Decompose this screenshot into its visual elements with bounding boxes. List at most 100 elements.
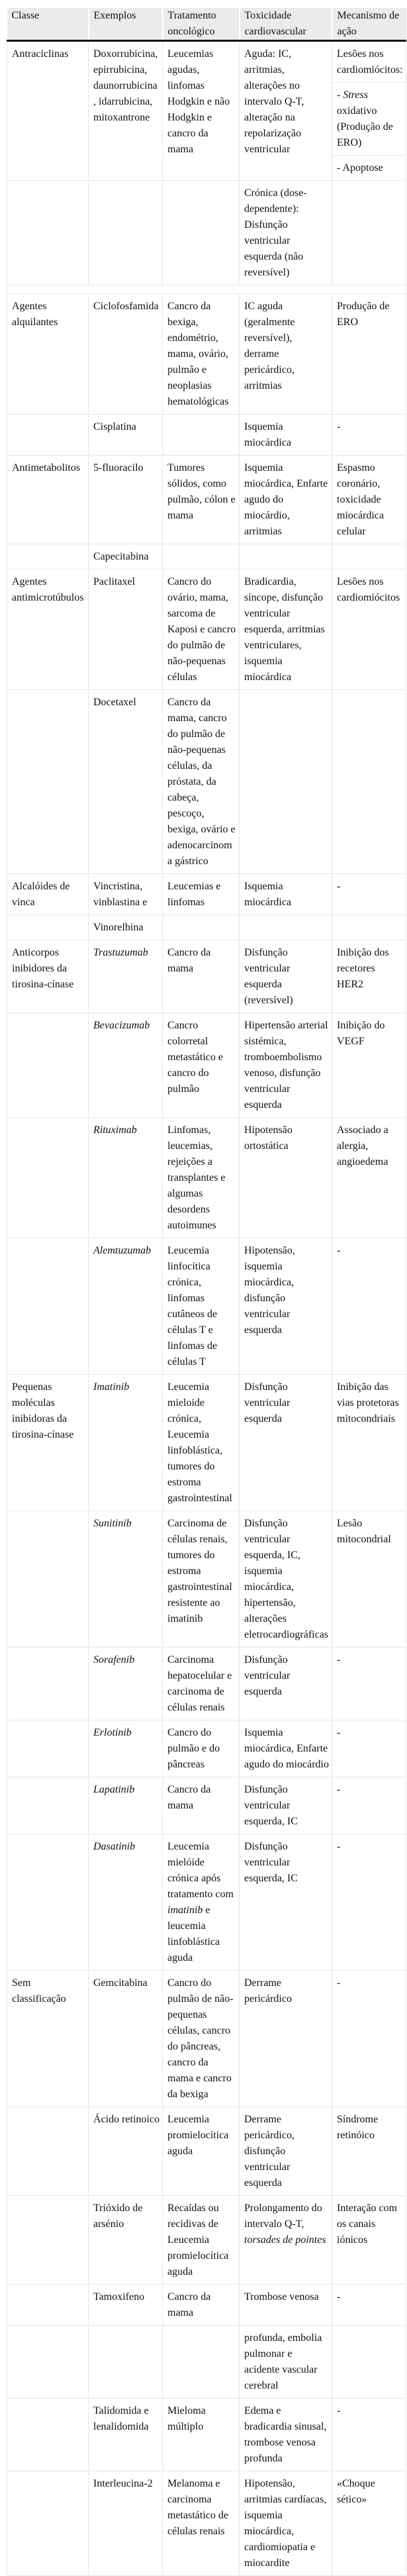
- spacer-row: [7, 285, 406, 294]
- cell-mecanismo: Inibição dos recetores HER2: [332, 940, 406, 1013]
- text-segment: oxidativo (Produção de ERO): [337, 105, 393, 148]
- cell-mecanismo: [332, 544, 406, 570]
- cell-toxicidade: Derrame pericárdico: [239, 1970, 332, 2107]
- text-segment: Leucemia mielóide crónica após tratament…: [167, 1841, 234, 1900]
- table-row: Capecitabina: [7, 544, 406, 570]
- text-segment: torsades de pointes: [244, 2234, 326, 2246]
- text-segment: Erlotinib: [93, 1727, 132, 1738]
- cell-tratamento: Leucemia promielocítica aguda: [162, 2106, 240, 2196]
- cell-classe: [7, 915, 89, 940]
- cell-toxicidade: IC aguda (geralmente reversível), derram…: [239, 293, 332, 415]
- cell-exemplos: Vinorelbina: [88, 915, 163, 940]
- cell-mecanismo: -: [332, 1834, 406, 1971]
- cell-toxicidade: Isquemia miocárdica, Enfarte agudo do mi…: [239, 455, 332, 544]
- table-row: Erlotinib Cancro do pulmão e do pâncreas I…: [7, 1720, 406, 1777]
- text-segment: e leucemia linfoblástica aguda: [167, 1905, 220, 1963]
- cell-classe: [7, 2106, 89, 2196]
- table-row: Alemtuzumab Leucemia linfocítica crónica,…: [7, 1238, 406, 1375]
- spacer-cell: [332, 285, 406, 294]
- cell-mecanismo: -: [332, 1647, 406, 1720]
- header-exemplos: Exemplos: [87, 8, 163, 42]
- cell-classe: [7, 2325, 89, 2399]
- cell-mecanismo: Lesões nos cardiomiócitos: - Stress oxida…: [332, 40, 406, 181]
- text-segment: Stress: [343, 89, 368, 101]
- cell-mecanismo: -: [332, 2398, 406, 2471]
- cell-toxicidade: Isquemia miocárdica: [239, 873, 332, 915]
- cell-tratamento: Cancro da mama: [162, 2284, 240, 2326]
- cell-toxicidade: Prolongamento do intervalo Q-T, torsades…: [239, 2195, 332, 2285]
- cell-exemplos: Vincristina, vinblastina e: [88, 873, 163, 915]
- mechanism-subcell: - Apoptose: [332, 155, 406, 180]
- text-segment: Lapatinib: [93, 1784, 135, 1795]
- cell-classe: Antimetabolitos: [7, 455, 89, 544]
- cell-classe: [7, 1720, 89, 1777]
- cell-toxicidade: Derrame pericárdico, disfunção ventricul…: [239, 2106, 332, 2196]
- cell-exemplos: [88, 180, 163, 285]
- header-mecanismo: Mecanismo de ação: [331, 8, 406, 42]
- cell-mecanismo: Interação com os canais iónicos: [332, 2195, 406, 2285]
- table-row: Antraciclinas Doxorrubicina, epirrubicina…: [7, 40, 406, 181]
- spacer-cell: [239, 285, 332, 294]
- cell-mecanismo: -: [332, 873, 406, 915]
- cell-tratamento: Cancro do pulmão de não-pequenas células…: [162, 1970, 240, 2107]
- cell-toxicidade: Disfunção ventricular esquerda (reversív…: [239, 940, 332, 1013]
- cell-mecanismo: -: [332, 414, 406, 456]
- text-segment: Sunitinib: [93, 1518, 132, 1529]
- cell-toxicidade: [239, 689, 332, 874]
- table-row: Antimetabolitos 5-fluoracilo Tumores sólid…: [7, 455, 406, 544]
- cell-exemplos: Lapatinib: [88, 1777, 163, 1834]
- cell-exemplos: Trastuzumab: [88, 940, 163, 1013]
- cell-exemplos: Talidomida e lenalidomida: [88, 2398, 163, 2471]
- cell-mecanismo: -: [332, 1970, 406, 2107]
- table-row: Vinorelbina: [7, 915, 406, 940]
- cell-classe: [7, 2471, 89, 2576]
- cell-toxicidade: profunda, embolia pulmonar e acidente va…: [239, 2325, 332, 2399]
- cell-tratamento: [162, 414, 240, 456]
- cell-tratamento: Leucemia linfocítica crónica, linfomas c…: [162, 1238, 240, 1375]
- cell-exemplos: Dasatinib: [88, 1834, 163, 1971]
- table-row: Alcalóides de vinca Vincristina, vinblast…: [7, 873, 406, 915]
- cell-mecanismo: Inibição do VEGF: [332, 1013, 406, 1118]
- cell-tratamento: [162, 180, 240, 285]
- table-row: profunda, embolia pulmonar e acidente va…: [7, 2325, 406, 2399]
- cell-classe: [7, 1511, 89, 1648]
- cell-tratamento: Cancro do pulmão e do pâncreas: [162, 1720, 240, 1777]
- cell-toxicidade: Bradicardia, síncope, disfunção ventricu…: [239, 569, 332, 690]
- cell-exemplos: Imatinib: [88, 1374, 163, 1511]
- cell-tratamento: [162, 915, 240, 940]
- cell-exemplos: Capecitabina: [88, 544, 163, 570]
- cell-classe: [7, 1117, 89, 1238]
- cell-exemplos: Bevacizumab: [88, 1013, 163, 1118]
- cell-toxicidade: Edema e bradicardia sinusal, trombose ve…: [239, 2398, 332, 2471]
- spacer-cell: [162, 285, 240, 294]
- cell-exemplos: Ácido retinoico: [88, 2106, 163, 2196]
- cell-tratamento: Cancro da mama: [162, 940, 240, 1013]
- cell-mecanismo: Espasmo coronário, toxicidade miocárdica…: [332, 455, 406, 544]
- table-row: Agentes alquilantes Ciclofosfamida Cancro …: [7, 293, 406, 415]
- cell-tratamento: Carcinoma hepatocelular e carcinoma de c…: [162, 1647, 240, 1720]
- cell-tratamento: Melanoma e carcinoma metastático de célu…: [162, 2471, 240, 2576]
- table-row: Pequenas moléculas inibidoras da tirosin…: [7, 1374, 406, 1511]
- cell-mecanismo: -: [332, 2284, 406, 2326]
- cell-exemplos: Trióxido de arsénio: [88, 2195, 163, 2285]
- cell-exemplos: 5-fluoracilo: [88, 455, 163, 544]
- cell-mecanismo: Síndrome retinóico: [332, 2106, 406, 2196]
- cell-tratamento: Leucemia mielóide crónica após tratament…: [162, 1834, 240, 1971]
- cell-tratamento: Tumores sólidos, como pulmão, cólon e ma…: [162, 455, 240, 544]
- cell-toxicidade: Disfunção ventricular esquerda, IC, isqu…: [239, 1511, 332, 1648]
- cardiotoxicity-table: Classe Exemplos Tratamento oncológico To…: [7, 8, 406, 2576]
- cell-tratamento: Carcinoma de células renais, tumores do …: [162, 1511, 240, 1648]
- cell-mecanismo: [332, 2325, 406, 2399]
- text-segment: Rituximab: [93, 1124, 137, 1136]
- cell-classe: Agentes alquilantes: [7, 293, 89, 415]
- cell-classe: [7, 1777, 89, 1834]
- text-segment: Sorafenib: [93, 1654, 135, 1665]
- table-header: Classe Exemplos Tratamento oncológico To…: [7, 8, 406, 42]
- cell-classe: [7, 689, 89, 874]
- cell-classe: [7, 1013, 89, 1118]
- cell-mecanismo: [332, 689, 406, 874]
- text-segment: Trastuzumab: [93, 947, 148, 958]
- header-row: Classe Exemplos Tratamento oncológico To…: [7, 8, 406, 42]
- cell-mecanismo: Associado a alergia, angioedema: [332, 1117, 406, 1238]
- cell-classe: [7, 2195, 89, 2285]
